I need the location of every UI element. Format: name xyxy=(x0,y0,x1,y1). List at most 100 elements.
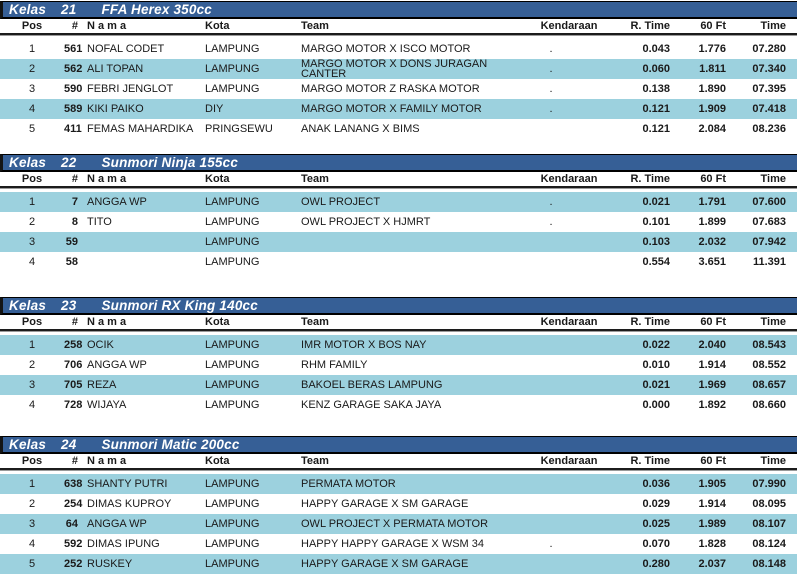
table-row: 3 59 LAMPUNG 0.103 2.032 07.942 xyxy=(0,232,797,252)
cell-pos: 3 xyxy=(28,83,36,95)
cell-nama: WIJAYA xyxy=(87,399,127,411)
cell-kota: LAMPUNG xyxy=(205,63,260,75)
rows: 1 258 OCIK LAMPUNG IMR MOTOR X BOS NAY 0… xyxy=(0,335,797,415)
table-row: 1 638 SHANTY PUTRI LAMPUNG PERMATA MOTOR… xyxy=(0,474,797,494)
rows: 1 638 SHANTY PUTRI LAMPUNG PERMATA MOTOR… xyxy=(0,474,797,574)
cell-kota: LAMPUNG xyxy=(205,558,260,570)
col-header-nama: N a m a xyxy=(87,316,127,328)
cell-kota: LAMPUNG xyxy=(205,518,260,530)
col-header-num: # xyxy=(71,20,78,32)
cell-kendaraan: . xyxy=(549,83,553,95)
cell-time: 07.395 xyxy=(752,83,786,95)
cell-team: MARGO MOTOR X ISCO MOTOR xyxy=(301,43,471,55)
table-row: 2 8 TITO LAMPUNG OWL PROJECT X HJMRT . 0… xyxy=(0,212,797,232)
cell-team: KENZ GARAGE SAKA JAYA xyxy=(301,399,442,411)
cell-sixtyft: 1.914 xyxy=(698,498,726,510)
cell-sixtyft: 1.828 xyxy=(698,538,726,550)
class-title-bar: Kelas 21 FFA Herex 350cc xyxy=(0,1,797,19)
cell-rtime: 0.103 xyxy=(642,236,670,248)
col-header-kendaraan: Kendaraan xyxy=(540,316,598,328)
col-header-team: Team xyxy=(301,173,329,185)
cell-nama: NOFAL CODET xyxy=(87,43,165,55)
table-row: 5 411 FEMAS MAHARDIKA PRINGSEWU ANAK LAN… xyxy=(0,119,797,139)
col-header-sixtyft: 60 Ft xyxy=(700,455,726,467)
cell-num: 561 xyxy=(64,43,83,55)
cell-kota: DIY xyxy=(205,103,224,115)
cell-time: 08.236 xyxy=(752,123,786,135)
cell-pos: 3 xyxy=(28,236,36,248)
cell-kendaraan: . xyxy=(549,538,553,550)
cell-team: RHM FAMILY xyxy=(301,359,368,371)
cell-kota: LAMPUNG xyxy=(205,339,260,351)
cell-kota: LAMPUNG xyxy=(205,478,260,490)
cell-kendaraan: . xyxy=(549,216,553,228)
col-header-pos: Pos xyxy=(21,455,43,467)
col-header-pos: Pos xyxy=(21,316,43,328)
cell-time: 07.942 xyxy=(752,236,786,248)
cell-rtime: 0.138 xyxy=(642,83,670,95)
cell-sixtyft: 3.651 xyxy=(698,256,726,268)
cell-num: 7 xyxy=(71,196,78,208)
column-header-row: Pos # N a m a Kota Team Kendaraan R. Tim… xyxy=(0,19,797,35)
cell-pos: 1 xyxy=(28,339,36,351)
cell-num: 590 xyxy=(64,83,83,95)
cell-num: 252 xyxy=(64,558,83,570)
cell-sixtyft: 2.084 xyxy=(698,123,726,135)
rows: 1 561 NOFAL CODET LAMPUNG MARGO MOTOR X … xyxy=(0,39,797,139)
class-name: Sunmori Ninja 155cc xyxy=(101,155,239,170)
cell-rtime: 0.280 xyxy=(642,558,670,570)
cell-pos: 2 xyxy=(28,216,36,228)
cell-kota: PRINGSEWU xyxy=(205,123,273,135)
col-header-kota: Kota xyxy=(205,20,230,32)
cell-sixtyft: 1.899 xyxy=(698,216,726,228)
cell-rtime: 0.021 xyxy=(642,196,670,208)
cell-nama: DIMAS KUPROY xyxy=(87,498,172,510)
cell-nama: TITO xyxy=(87,216,112,228)
cell-team: BAKOEL BERAS LAMPUNG xyxy=(301,379,443,391)
cell-pos: 2 xyxy=(28,359,36,371)
cell-time: 08.552 xyxy=(752,359,786,371)
class-name: Sunmori Matic 200cc xyxy=(101,437,240,452)
cell-pos: 5 xyxy=(28,123,36,135)
class-section: Kelas 24 Sunmori Matic 200cc Pos # N a m… xyxy=(0,436,797,574)
cell-team: MARGO MOTOR Z RASKA MOTOR xyxy=(301,83,480,95)
cell-kota: LAMPUNG xyxy=(205,43,260,55)
cell-kota: LAMPUNG xyxy=(205,498,260,510)
cell-kota: LAMPUNG xyxy=(205,196,260,208)
cell-num: 59 xyxy=(65,236,78,248)
class-label: Kelas xyxy=(9,437,47,452)
col-header-team: Team xyxy=(301,455,329,467)
cell-sixtyft: 1.969 xyxy=(698,379,726,391)
cell-sixtyft: 1.791 xyxy=(698,196,726,208)
cell-kota: LAMPUNG xyxy=(205,379,260,391)
col-header-time: Time xyxy=(760,20,786,32)
cell-pos: 5 xyxy=(28,558,36,570)
class-number: 22 xyxy=(61,155,77,170)
cell-nama: FEMAS MAHARDIKA xyxy=(87,123,194,135)
cell-time: 07.600 xyxy=(752,196,786,208)
cell-time: 08.124 xyxy=(752,538,786,550)
cell-pos: 4 xyxy=(28,399,36,411)
cell-time: 08.543 xyxy=(752,339,786,351)
cell-time: 07.340 xyxy=(752,63,786,75)
cell-kendaraan: . xyxy=(549,103,553,115)
table-row: 3 64 ANGGA WP LAMPUNG OWL PROJECT X PERM… xyxy=(0,514,797,534)
col-header-time: Time xyxy=(760,455,786,467)
cell-time: 08.148 xyxy=(752,558,786,570)
cell-nama: KIKI PAIKO xyxy=(87,103,144,115)
cell-num: 728 xyxy=(64,399,83,411)
cell-time: 08.107 xyxy=(752,518,786,530)
cell-nama: SHANTY PUTRI xyxy=(87,478,168,490)
class-title-bar: Kelas 22 Sunmori Ninja 155cc xyxy=(0,154,797,172)
cell-num: 562 xyxy=(64,63,83,75)
table-row: 1 561 NOFAL CODET LAMPUNG MARGO MOTOR X … xyxy=(0,39,797,59)
column-header-row: Pos # N a m a Kota Team Kendaraan R. Tim… xyxy=(0,454,797,470)
cell-rtime: 0.010 xyxy=(642,359,670,371)
table-row: 3 705 REZA LAMPUNG BAKOEL BERAS LAMPUNG … xyxy=(0,375,797,395)
cell-num: 706 xyxy=(64,359,83,371)
col-header-kota: Kota xyxy=(205,455,230,467)
cell-kendaraan: . xyxy=(549,63,553,75)
rows: 1 7 ANGGA WP LAMPUNG OWL PROJECT . 0.021… xyxy=(0,192,797,272)
cell-nama: ANGGA WP xyxy=(87,359,147,371)
col-header-time: Time xyxy=(760,316,786,328)
